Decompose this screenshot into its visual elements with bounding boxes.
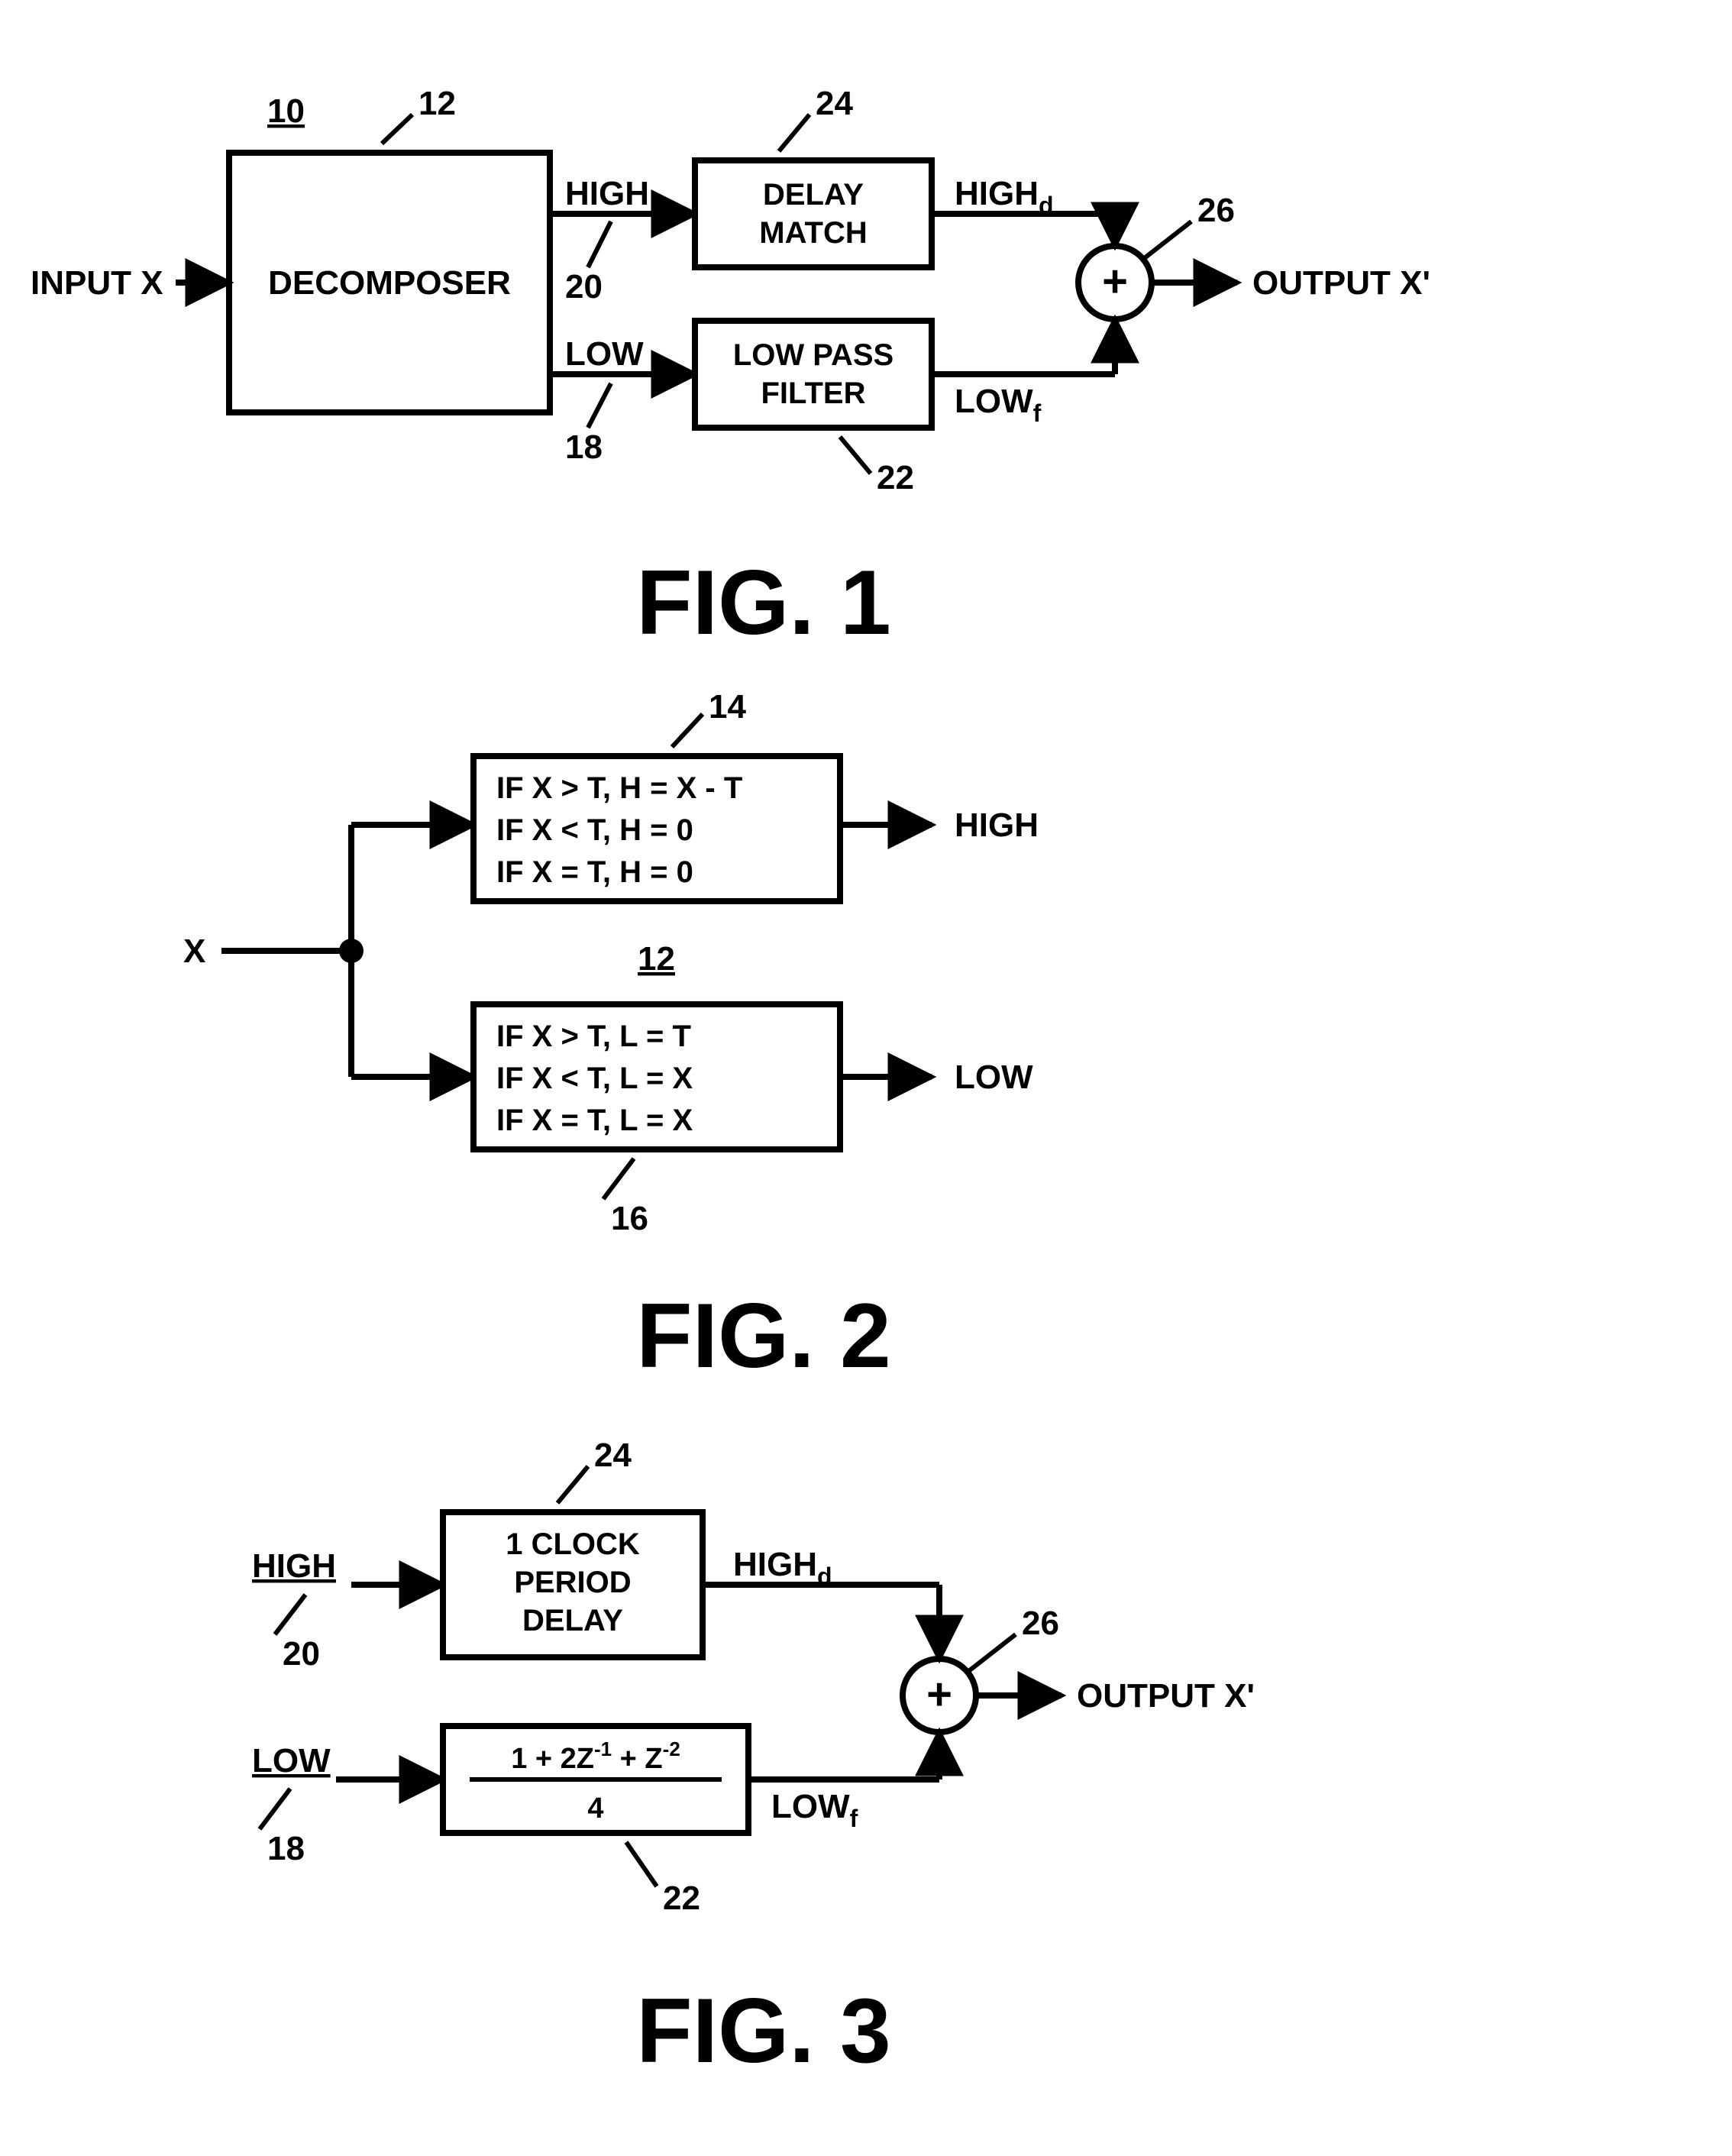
output-label-fig1: OUTPUT X' <box>1252 264 1430 302</box>
ref-10: 10 <box>267 92 305 130</box>
output-label-fig3: OUTPUT X' <box>1077 1677 1255 1715</box>
ref-18-fig3: 18 <box>267 1830 305 1867</box>
ref-12-fig2: 12 <box>638 940 675 978</box>
high-label-fig1: HIGH <box>565 175 649 212</box>
ref-24-fig1: 24 <box>816 85 853 122</box>
decomposer-label: DECOMPOSER <box>268 264 511 302</box>
delay-l2: PERIOD <box>514 1566 631 1599</box>
tf-den: 4 <box>587 1792 603 1825</box>
plus-fig3: + <box>926 1670 952 1719</box>
high-out-fig2: HIGH <box>955 806 1039 844</box>
fig2: X IF X > T, H = X - T IF X < T, H = 0 IF… <box>183 688 1039 1387</box>
lowf-label-fig3: LOWf <box>771 1788 858 1832</box>
delay-l1: 1 CLOCK <box>506 1527 640 1561</box>
bot-l1: IF X > T, L = T <box>496 1020 691 1053</box>
lpf-l2: FILTER <box>761 377 865 410</box>
bot-l2: IF X < T, L = X <box>496 1062 693 1095</box>
delay-match-box <box>695 160 932 267</box>
lpf-box <box>695 321 932 428</box>
fig2-title: FIG. 2 <box>636 1285 890 1387</box>
ref-14: 14 <box>709 688 746 726</box>
low-in-fig3: LOW <box>252 1742 331 1779</box>
fig1-title: FIG. 1 <box>636 551 890 654</box>
lpf-l1: LOW PASS <box>733 338 893 372</box>
delay-match-l1: DELAY <box>763 178 864 212</box>
fig3-title: FIG. 3 <box>636 1980 890 2082</box>
lowf-label-fig1: LOWf <box>955 383 1042 427</box>
input-x-label: INPUT X <box>31 264 163 302</box>
top-l1: IF X > T, H = X - T <box>496 771 742 805</box>
top-l3: IF X = T, H = 0 <box>496 855 693 889</box>
ref-18-fig1: 18 <box>565 428 603 466</box>
high-in-fig3: HIGH <box>252 1547 336 1585</box>
x-label: X <box>183 933 205 970</box>
fig3: HIGH 20 1 CLOCK PERIOD DELAY 24 LOW 18 1… <box>252 1437 1255 2082</box>
ref-20-fig1: 20 <box>565 268 603 305</box>
ref-22-fig3: 22 <box>663 1880 700 1917</box>
plus-fig1: + <box>1102 257 1128 306</box>
delay-match-l2: MATCH <box>759 216 867 250</box>
ref-16: 16 <box>611 1200 648 1237</box>
low-label-fig1: LOW <box>565 335 644 373</box>
bot-l3: IF X = T, L = X <box>496 1104 693 1137</box>
ref-26-fig1: 26 <box>1197 192 1235 229</box>
top-l2: IF X < T, H = 0 <box>496 813 693 847</box>
low-out-fig2: LOW <box>955 1059 1033 1096</box>
ref-20-fig3: 20 <box>283 1635 320 1673</box>
ref-12-fig1: 12 <box>418 85 456 122</box>
ref-24-fig3: 24 <box>594 1437 632 1474</box>
fig1: 10 DECOMPOSER 12 INPUT X HIGH 20 LOW 18 … <box>31 85 1430 654</box>
delay-l3: DELAY <box>522 1604 623 1637</box>
ref-22-fig1: 22 <box>877 459 914 496</box>
ref-26-fig3: 26 <box>1022 1605 1059 1642</box>
